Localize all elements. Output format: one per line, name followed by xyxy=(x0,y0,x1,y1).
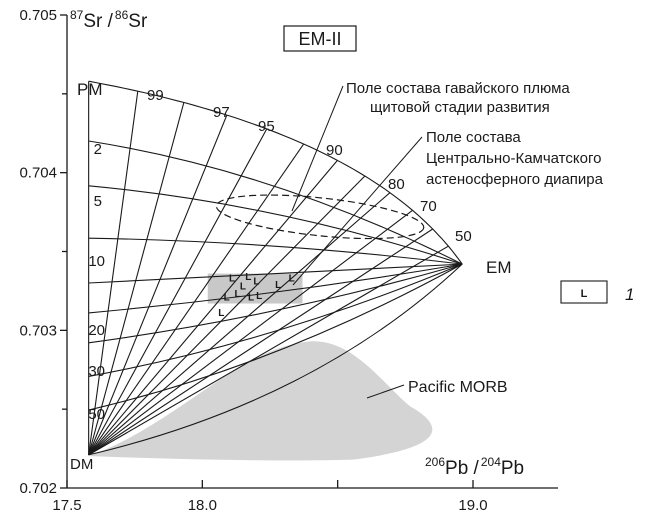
mixing-fan-line-4 xyxy=(88,143,305,456)
y-tick-label-0.705: 0.705 xyxy=(19,7,57,24)
label-dm: DM xyxy=(70,456,93,473)
mixing-curve-7 xyxy=(88,140,463,265)
pct-label-5: 5 xyxy=(94,193,102,210)
pct-label-70: 70 xyxy=(420,198,437,215)
mixing-fan-line-10 xyxy=(88,245,449,456)
mixing-grid xyxy=(88,80,463,456)
mixing-curve-4 xyxy=(88,263,463,284)
legend-box xyxy=(560,280,608,304)
pct-label-90: 90 xyxy=(326,142,343,159)
pct-label-10: 10 xyxy=(88,253,105,270)
sample-point-6: L xyxy=(224,292,230,303)
y-label-sup2: 86 xyxy=(115,8,129,22)
tick-marks: 0.702 0.703 0.704 0.705 17.5 18.0 19.0 xyxy=(19,7,487,514)
mixing-curve-1 xyxy=(88,263,463,377)
sample-point-7: L xyxy=(234,289,240,300)
kamchatka-field-leader xyxy=(292,136,423,286)
kamchatka-field-label-line3: астеносферного диапира xyxy=(426,171,604,188)
mixing-fan-line-0 xyxy=(88,91,139,455)
curve-dm-em xyxy=(88,263,463,456)
morb-field-label: Pacific MORB xyxy=(408,379,508,396)
label-pm: PM xyxy=(77,80,103,99)
mixing-curve-2 xyxy=(88,263,463,344)
mixing-fan-line-2 xyxy=(88,114,228,456)
x-tick-label-18.0: 18.0 xyxy=(188,497,217,514)
kamchatka-field-label-line2: Центрально-Камчатского xyxy=(426,150,601,167)
sample-point-8: L xyxy=(248,292,254,303)
mixing-fan-line-1 xyxy=(88,102,185,456)
legend-label: 1 xyxy=(625,285,634,304)
y-label-sup1: 87 xyxy=(70,8,84,22)
legend-marker: L xyxy=(581,288,588,300)
pct-label-2: 2 xyxy=(94,141,102,158)
hawaii-plume-field xyxy=(215,194,425,240)
pacific-morb-field xyxy=(88,341,433,461)
y-tick-label-0.704: 0.704 xyxy=(19,165,57,182)
y-tick-label-0.703: 0.703 xyxy=(19,322,57,339)
mixing-curve-5 xyxy=(88,237,463,265)
mixing-fan-line-5 xyxy=(88,160,338,456)
sample-point-10: L xyxy=(218,308,224,319)
pct-label-97: 97 xyxy=(213,104,230,121)
sample-point-2: L xyxy=(253,277,259,288)
x-label-el2: Pb xyxy=(501,458,524,479)
mixing-fan-line-3 xyxy=(88,128,268,456)
mixing-curve-0 xyxy=(88,263,463,411)
pct-label-80: 80 xyxy=(388,176,405,193)
y-label-el2: Sr xyxy=(128,11,148,32)
x-label-sup1: 206 xyxy=(425,455,445,469)
pct-label-50: 50 xyxy=(455,228,472,245)
x-tick-label-19.0: 19.0 xyxy=(458,497,487,514)
mixing-curve-3 xyxy=(88,263,463,314)
x-tick-label-17.5: 17.5 xyxy=(52,497,81,514)
y-tick-label-0.702: 0.702 xyxy=(19,480,57,497)
chart-title: EM-II xyxy=(299,29,342,49)
hawaii-field-label-line2: щитовой стадии развития xyxy=(370,99,550,116)
title-box xyxy=(283,25,357,52)
hyperbola-pm-em xyxy=(88,80,463,265)
hawaii-field-label-line1: Поле состава гавайского плюма xyxy=(346,80,570,97)
sample-point-1: L xyxy=(245,272,251,283)
morb-field-leader xyxy=(366,384,405,399)
pct-label-95: 95 xyxy=(258,118,275,135)
annotations: EM-II 87Sr /86Sr 206Pb /204Pb PM EM DM 9… xyxy=(70,8,634,479)
kamchatka-field-label-line1: Поле состава xyxy=(426,129,521,146)
pct-label-50-dm: 50 xyxy=(88,406,105,423)
mixing-fan-line-7 xyxy=(88,192,391,456)
label-em: EM xyxy=(486,258,512,277)
pct-label-99: 99 xyxy=(147,87,164,104)
mixing-fan-line-6 xyxy=(88,175,366,456)
sample-point-0: L xyxy=(229,273,235,284)
sample-point-5: L xyxy=(240,281,246,292)
sample-point-3: L xyxy=(275,280,281,291)
x-axis-label: 206Pb /204Pb xyxy=(425,455,524,479)
mixing-curve-6 xyxy=(88,185,463,265)
x-label-el1: Pb / xyxy=(445,458,480,479)
y-axis-label: 87Sr /86Sr xyxy=(70,8,148,32)
hawaii-field-leader xyxy=(291,85,344,212)
mixing-fan-line-8 xyxy=(88,209,413,456)
sample-point-4: L xyxy=(289,273,295,284)
x-label-sup2: 204 xyxy=(481,455,501,469)
pct-label-20: 20 xyxy=(88,322,105,339)
sample-point-9: L xyxy=(256,291,262,302)
pct-label-30: 30 xyxy=(88,363,105,380)
mixing-fan-line-9 xyxy=(88,228,433,456)
y-label-el1: Sr / xyxy=(83,11,113,32)
